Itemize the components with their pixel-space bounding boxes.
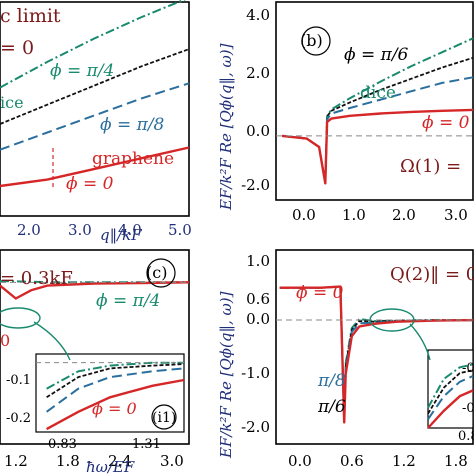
c-inset-ytick-1: -0.2 <box>6 411 31 426</box>
d-ytick-3: -1.0 <box>241 364 270 382</box>
a-dice: ice <box>0 93 24 112</box>
inset-c-series-3 <box>46 378 185 431</box>
panel-a-frame <box>0 1 190 217</box>
c-label-circle <box>146 258 176 288</box>
b-ytick-2: 0.0 <box>246 122 270 140</box>
series-a-1 <box>0 48 190 125</box>
c-inset-label: (i1) <box>152 410 176 426</box>
inset-d-series-3 <box>427 389 474 429</box>
d-xtick-0: 0.0 <box>288 452 312 470</box>
a-phi0: ϕ = 0 <box>66 174 114 194</box>
c-xtick-3: 3.0 <box>160 452 184 470</box>
c-xtick-0: 1.2 <box>4 452 28 470</box>
inset-d-series-0 <box>427 363 474 409</box>
d-inset-ytick-0: -0.1 <box>462 361 474 376</box>
b-ylabel: EF/k²F Re [Qϕ(q‖, ω)] <box>217 43 235 211</box>
a-xtick-1: 3.0 <box>68 221 92 239</box>
a-xlabel: q‖/kF <box>100 226 142 244</box>
b-xtick-2: 2.0 <box>392 206 416 224</box>
c-inset-phi0: ϕ = 0 <box>92 399 137 418</box>
series-c-1 <box>0 281 190 300</box>
inset-label-circle <box>151 404 177 430</box>
b-label: (b) <box>300 31 323 50</box>
d-ytick-0: 1.0 <box>246 252 270 270</box>
d-xtick-1: 0.6 <box>340 452 364 470</box>
inset-d-frame <box>427 349 474 429</box>
b-omega: Ω(1) = <box>400 156 461 177</box>
a-phi-pi8: ϕ = π/8 <box>100 115 165 135</box>
panel-b-frame <box>275 1 474 201</box>
d-xtick-3: 1.8 <box>444 452 468 470</box>
d-xtick-2: 1.2 <box>392 452 416 470</box>
c-zero: 0 <box>0 331 10 350</box>
d-inset-xtick: 0.8 <box>458 429 474 444</box>
ellipse-c <box>0 307 41 329</box>
inset-c-frame <box>35 353 185 433</box>
a-limit: c limit <box>0 5 61 27</box>
a-graphene: graphene <box>92 149 174 169</box>
c-inset-ytick-0: -0.1 <box>6 373 31 388</box>
arrow-c <box>33 321 71 361</box>
text-layer: 2.0 3.0 4.0 5.0 q‖/kF c limit = 0 ϕ = π/4 ice ϕ =… <box>0 5 474 474</box>
b-dice: dice <box>360 83 396 103</box>
c-label: (c) <box>146 263 167 282</box>
b-label-circle <box>301 26 331 56</box>
series-a-0 <box>0 0 187 89</box>
c-inset-xtick-1: 1.31 <box>132 437 161 452</box>
d-pi6: π/6 <box>317 397 346 417</box>
d-ytick-4: -2.0 <box>241 418 270 436</box>
panel-d-frame <box>275 249 474 445</box>
arrow-d <box>409 323 431 361</box>
b-phi-pi6: ϕ = π/6 <box>344 45 409 65</box>
series-b-1 <box>282 56 474 185</box>
ellipse-d <box>369 308 415 332</box>
panel-c-frame <box>0 249 190 445</box>
b-ytick-1: 2.0 <box>246 64 270 82</box>
b-xtick-0: 0.0 <box>292 206 316 224</box>
d-ytick-2: 0.0 <box>246 310 270 328</box>
inset-c-series-2 <box>46 367 185 413</box>
b-ytick-3: -2.0 <box>241 176 270 194</box>
inset-d-series-1 <box>427 369 474 415</box>
a-xtick-0: 2.0 <box>17 221 41 239</box>
series-a-2 <box>0 82 190 151</box>
c-phi-pi4: ϕ = π/4 <box>96 291 160 311</box>
b-xtick-1: 1.0 <box>342 206 366 224</box>
c-xtick-2: 2.4 <box>108 452 132 470</box>
a-eq0: = 0 <box>0 37 34 59</box>
inset-d-series-2 <box>427 375 474 420</box>
a-phi-pi4: ϕ = π/4 <box>50 61 114 81</box>
d-ytick-1: 0.6 <box>246 290 270 308</box>
tick-layer <box>0 26 473 430</box>
series-a-3 <box>0 146 190 188</box>
d-pi8: π/8 <box>317 371 346 391</box>
a-xtick-3: 5.0 <box>168 221 192 239</box>
inset-c-series-1 <box>46 363 185 399</box>
c-xtick-1: 1.8 <box>56 452 80 470</box>
d-q2: Q(2)‖ = 0 <box>390 264 474 285</box>
d-ylabel: EF/k²F Re [Qϕ(q‖, ω)] <box>217 291 235 459</box>
b-xtick-3: 3.0 <box>444 206 468 224</box>
b-phi0: ϕ = 0 <box>422 113 470 133</box>
series-b-3 <box>282 108 474 185</box>
a-xtick-2: 4.0 <box>118 221 142 239</box>
d-inset-ytick-1: -0.2 <box>462 401 474 416</box>
c-q: = 0.3kF <box>0 268 73 289</box>
d-phi0: ϕ = 0 <box>296 283 344 303</box>
b-ytick-0: 4.0 <box>246 6 270 24</box>
c-xlabel: ħω/EF <box>86 458 135 474</box>
series-d-3 <box>279 285 474 424</box>
c-inset-xtick-0: 0.83 <box>48 437 77 452</box>
